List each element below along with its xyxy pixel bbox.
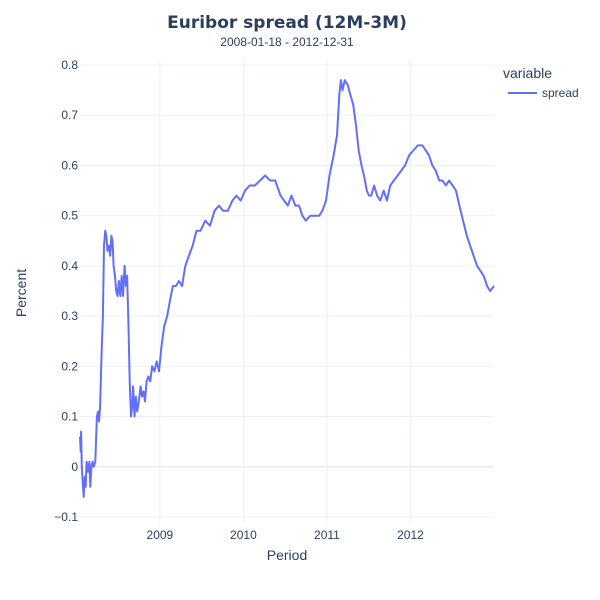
legend: variable spread	[503, 65, 579, 100]
legend-label-spread: spread	[542, 86, 579, 100]
x-tick-label: 2011	[314, 528, 340, 542]
y-tick-label: −0.1	[54, 510, 78, 524]
y-tick-label: 0.6	[61, 158, 78, 172]
x-tick-label: 2009	[147, 528, 174, 542]
legend-title: variable	[503, 65, 552, 81]
y-tick-label: 0.8	[61, 58, 78, 72]
y-axis-label: Percent	[13, 269, 29, 317]
y-tick-label: 0.4	[61, 259, 78, 273]
y-tick-label: 0	[71, 460, 78, 474]
y-tick-label: 0.5	[61, 209, 78, 223]
x-axis-ticks: 2009 2010 2011 2012	[147, 528, 425, 542]
series-line-spread	[79, 79, 495, 498]
gridlines	[80, 60, 494, 522]
x-tick-label: 2010	[230, 528, 257, 542]
chart-title: Euribor spread (12M-3M)	[167, 13, 407, 33]
y-axis-ticks: −0.1 0 0.1 0.2 0.3 0.4 0.5 0.6 0.7 0.8	[54, 58, 78, 524]
y-tick-label: 0.3	[61, 309, 78, 323]
x-axis-label: Period	[267, 547, 307, 563]
series-layer	[79, 79, 495, 498]
chart-subtitle: 2008-01-18 - 2012-12-31	[220, 35, 354, 49]
y-tick-label: 0.1	[61, 410, 78, 424]
y-tick-label: 0.2	[61, 359, 78, 373]
x-tick-label: 2012	[397, 528, 424, 542]
legend-item-spread[interactable]: spread	[508, 86, 579, 100]
y-tick-label: 0.7	[61, 108, 78, 122]
